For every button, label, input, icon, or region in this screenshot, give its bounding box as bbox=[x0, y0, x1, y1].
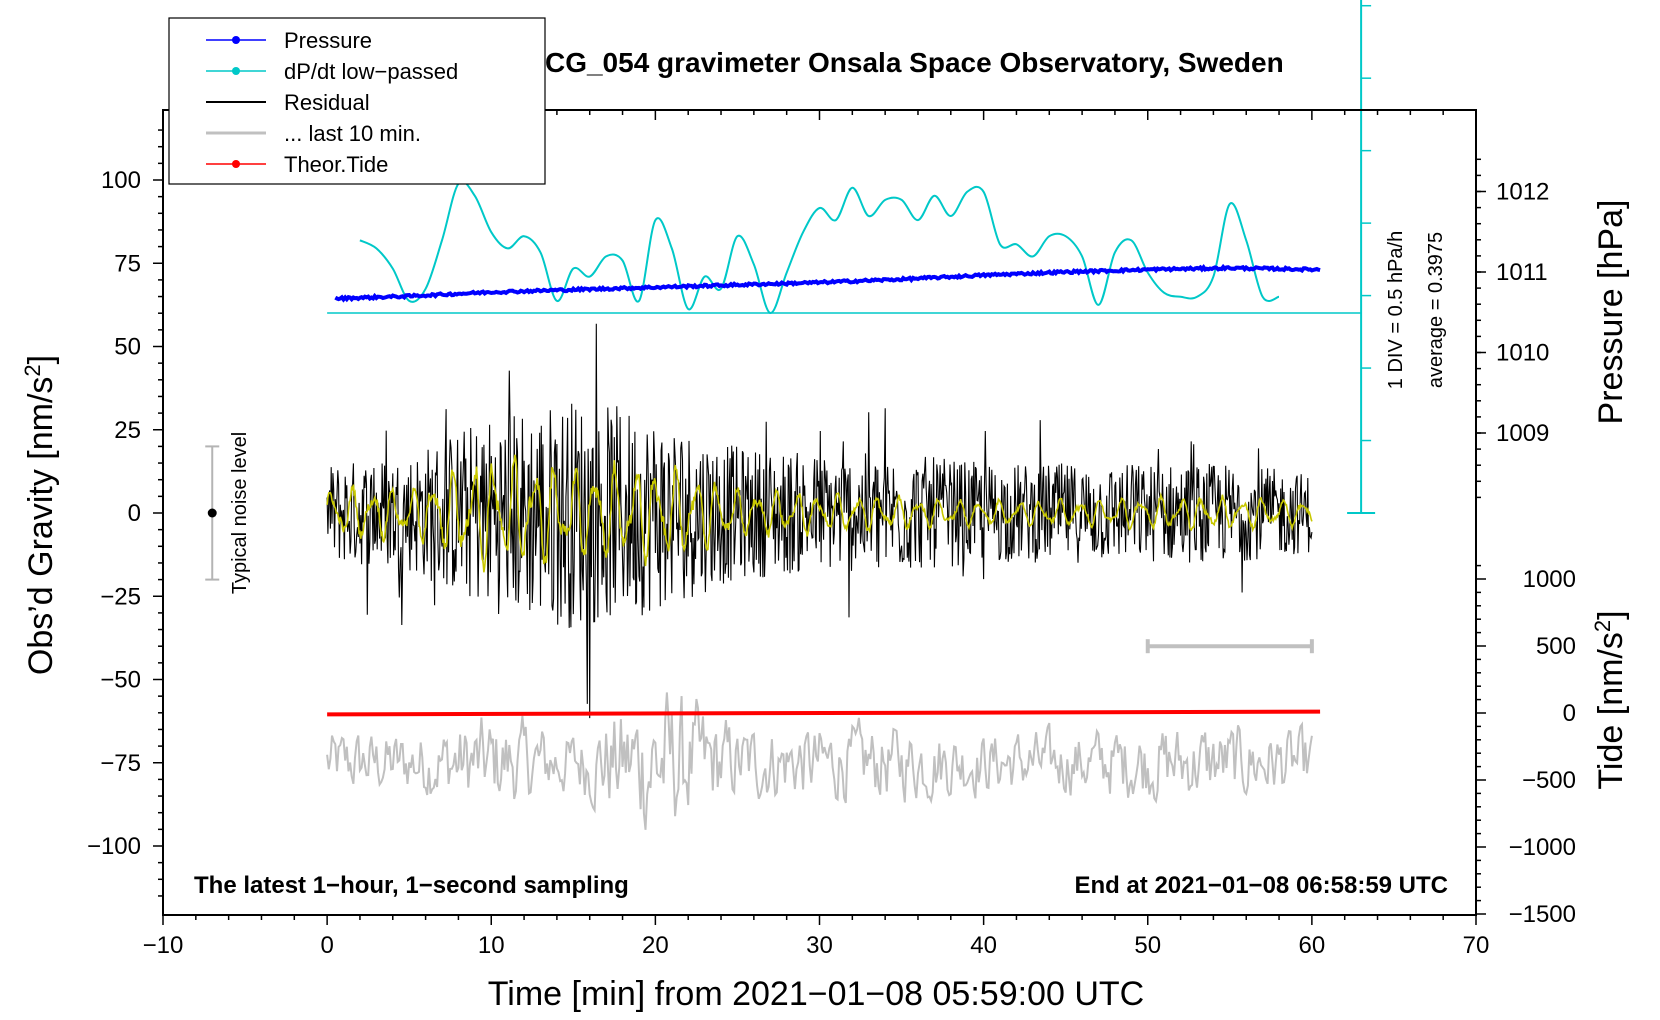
x-tick-label: 40 bbox=[970, 932, 997, 959]
x-tick-label: −10 bbox=[143, 932, 184, 959]
x-tick-label: 70 bbox=[1463, 932, 1490, 959]
y-left-tick-label: 0 bbox=[128, 500, 141, 527]
series-last-10-min bbox=[326, 692, 1313, 830]
series-residual-filtered bbox=[326, 454, 1313, 573]
y-tide-tick-label: −1500 bbox=[1509, 901, 1576, 928]
legend-marker bbox=[232, 160, 240, 168]
y-tide-tick-label: −500 bbox=[1522, 767, 1576, 794]
x-axis-title: Time [min] from 2021−01−08 05:59:00 UTC bbox=[488, 975, 1144, 1013]
x-tick-label: 0 bbox=[320, 932, 333, 959]
legend-marker bbox=[232, 36, 240, 44]
legend-label: Residual bbox=[284, 90, 370, 115]
y-axis-title-left-close: ] bbox=[22, 355, 60, 364]
chart-title: SCG_054 gravimeter Onsala Space Observat… bbox=[526, 47, 1283, 78]
pressure-scale-div: 1 DIV = 0.5 hPa/h bbox=[1385, 231, 1407, 389]
y-axis-title-tide: Tide [nm/s2] bbox=[1590, 610, 1630, 789]
annotation-right: End at 2021−01−08 06:58:59 UTC bbox=[1074, 872, 1448, 899]
x-tick-label: 60 bbox=[1299, 932, 1326, 959]
y-axis-title-left-sup: 2 bbox=[20, 364, 45, 376]
x-tick-label: 20 bbox=[642, 932, 669, 959]
series-pressure bbox=[334, 263, 1321, 303]
y-tide-tick-label: 0 bbox=[1563, 700, 1576, 727]
series-residual bbox=[326, 323, 1313, 719]
noise-level-label: Typical noise level bbox=[229, 432, 251, 594]
y-tide-tick-label: 1000 bbox=[1523, 566, 1576, 593]
y-left-tick-label: 75 bbox=[114, 250, 141, 277]
y-left-tick-label: −100 bbox=[87, 833, 141, 860]
x-tick-label: 30 bbox=[806, 932, 833, 959]
y-tide-tick-label: 500 bbox=[1536, 633, 1576, 660]
y-left-tick-label: 100 bbox=[101, 167, 141, 194]
y-axis-title-tide-text: Tide [nm/s bbox=[1592, 632, 1630, 789]
y-axis-title-left: Obs’d Gravity [nm/s2] bbox=[20, 355, 60, 675]
y-left-tick-label: −50 bbox=[100, 667, 141, 694]
legend-marker bbox=[232, 67, 240, 75]
pressure-scale-avg: average = 0.3975 bbox=[1425, 232, 1447, 388]
y-axis-title-tide-close: ] bbox=[1592, 610, 1630, 619]
legend-label: dP/dt low−passed bbox=[284, 59, 458, 84]
y-pressure-tick-label: 1010 bbox=[1496, 340, 1549, 367]
y-tide-tick-label: −1000 bbox=[1509, 834, 1576, 861]
legend-label: ... last 10 min. bbox=[284, 121, 421, 146]
y-left-tick-label: 50 bbox=[114, 334, 141, 361]
y-axis-title-tide-sup: 2 bbox=[1590, 620, 1615, 632]
series-theor-tide bbox=[327, 709, 1321, 717]
y-axis-title-left-text: Obs’d Gravity [nm/s bbox=[22, 377, 60, 676]
y-left-tick-label: −25 bbox=[100, 583, 141, 610]
x-tick-label: 10 bbox=[478, 932, 505, 959]
y-left-tick-label: 25 bbox=[114, 417, 141, 444]
noise-level-dot bbox=[207, 508, 217, 518]
x-tick-label: 50 bbox=[1134, 932, 1161, 959]
legend-label: Theor.Tide bbox=[284, 152, 388, 177]
annotation-left: The latest 1−hour, 1−second sampling bbox=[194, 872, 629, 899]
y-pressure-tick-label: 1012 bbox=[1496, 179, 1549, 206]
y-axis-title-pressure: Pressure [hPa] bbox=[1592, 200, 1630, 425]
y-pressure-tick-label: 1009 bbox=[1496, 420, 1549, 447]
legend-label: Pressure bbox=[284, 28, 372, 53]
y-pressure-tick-label: 1011 bbox=[1496, 259, 1548, 286]
series-dpdt bbox=[359, 180, 1280, 314]
y-left-tick-label: −75 bbox=[100, 750, 141, 777]
